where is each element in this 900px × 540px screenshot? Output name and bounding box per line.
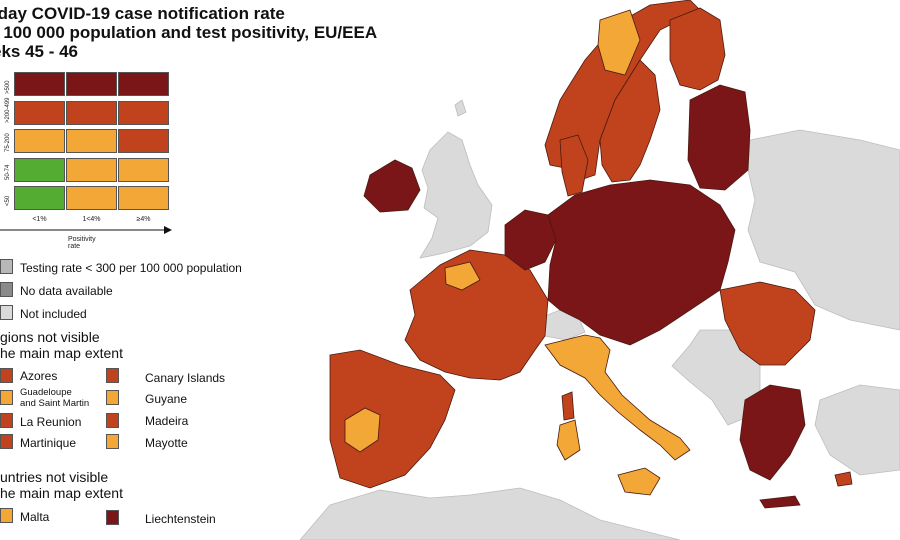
sweden <box>599 59 661 183</box>
azores-label: Azores <box>20 369 58 383</box>
madeira-label: Madeira <box>145 414 189 428</box>
matrix-cell-r0-c1 <box>66 72 117 96</box>
regions-title-line-2: he main map extent <box>0 345 123 361</box>
row-label-50-74: 50-74 <box>5 164 11 180</box>
benelux <box>504 209 557 271</box>
no-data-label: No data available <box>20 284 113 298</box>
finland <box>669 7 726 91</box>
matrix-cell-r3-c0 <box>14 157 65 182</box>
row-label-75-200: 75-200 <box>5 133 11 152</box>
guyane-swatch <box>106 390 119 405</box>
liechtenstein-swatch <box>106 510 119 525</box>
malta-label: Malta <box>20 510 50 524</box>
matrix-cell-r3-c1 <box>66 157 117 182</box>
turkey <box>814 384 900 476</box>
testing-rate-swatch <box>0 259 13 274</box>
col-label-4-plus: ≥4% <box>136 216 151 223</box>
matrix-cell-r1-c0 <box>14 100 65 125</box>
north-africa <box>299 487 681 540</box>
liechtenstein-label: Liechtenstein <box>145 512 216 526</box>
france <box>404 249 549 381</box>
guadeloupe-label-line-1: Guadeloupe <box>20 387 72 398</box>
col-label-under-1: <1% <box>32 216 47 223</box>
corsica <box>561 391 575 421</box>
title-line-1: -day COVID-19 case notification rate <box>0 4 285 23</box>
denmark <box>559 134 589 197</box>
greece <box>739 384 806 481</box>
sardinia <box>556 419 581 461</box>
sicily <box>617 467 661 496</box>
brittany-region <box>444 261 481 291</box>
uk-landmass <box>419 131 493 259</box>
row-label-200-499: >200-499 <box>5 97 11 123</box>
mayotte-swatch <box>106 434 119 449</box>
testing-rate-label: Testing rate < 300 per 100 000 populatio… <box>20 261 242 275</box>
title-line-2: r 100 000 population and test positivity… <box>0 23 378 42</box>
guadeloupe-label-line-2: and Saint Martin <box>20 398 90 409</box>
belarus-ukraine-russia <box>747 129 900 331</box>
canary-islands-swatch <box>106 368 119 383</box>
ireland <box>363 159 421 213</box>
countries-title-line-1: untries not visible <box>0 469 109 485</box>
matrix-cell-r0-c0 <box>14 72 65 96</box>
matrix-cell-r0-c2 <box>118 72 169 96</box>
matrix-cell-r4-c2 <box>118 186 169 210</box>
spain-portugal <box>329 349 456 489</box>
regions-title-line-1: gions not visible <box>0 329 100 345</box>
countries-title-line-2: he main map extent <box>0 485 123 501</box>
dark-red-areas <box>363 84 806 509</box>
romania-bulgaria <box>719 281 816 366</box>
madeira-swatch <box>106 413 119 428</box>
guadeloupe-swatch <box>0 390 13 405</box>
title-line-3: eks 45 - 46 <box>0 42 79 61</box>
matrix-cell-r1-c1 <box>66 100 117 125</box>
baltics <box>687 84 751 191</box>
col-label-1-4: 1<4% <box>82 216 101 223</box>
not-included-areas <box>299 99 900 540</box>
la-reunion-swatch <box>0 413 13 428</box>
orange-areas <box>344 9 691 496</box>
germany-central-europe <box>547 179 736 346</box>
row-label-500: >500 <box>5 80 11 94</box>
matrix-cell-r2-c1 <box>66 129 117 153</box>
crete <box>759 495 801 509</box>
martinique-label: Martinique <box>20 436 77 450</box>
matrix-cell-r2-c0 <box>14 129 65 153</box>
not-included-swatch <box>0 305 13 320</box>
mayotte-label: Mayotte <box>145 436 188 450</box>
red-orange-areas <box>329 0 853 489</box>
guyane-label: Guyane <box>145 392 188 406</box>
martinique-swatch <box>0 434 13 449</box>
no-data-swatch <box>0 282 13 297</box>
malta-swatch <box>0 508 13 523</box>
italy <box>544 334 691 461</box>
la-reunion-label: La Reunion <box>20 415 82 429</box>
not-included-label: Not included <box>20 307 87 321</box>
cyprus <box>834 471 853 487</box>
matrix-cell-r3-c2 <box>118 157 169 182</box>
matrix-cell-r2-c2 <box>118 129 169 153</box>
azores-swatch <box>0 368 13 383</box>
canary-islands-label: Canary Islands <box>145 371 226 385</box>
matrix-cell-r1-c2 <box>118 100 169 125</box>
positivity-axis-title: Positivity rate <box>68 236 96 250</box>
central-spain-region <box>344 407 381 453</box>
matrix-cell-r4-c1 <box>66 186 117 210</box>
shetland-islands <box>454 99 467 117</box>
row-label-under-50: <50 <box>5 195 11 206</box>
matrix-cell-r4-c0 <box>14 186 65 210</box>
positivity-axis-arrow <box>0 226 172 234</box>
south-sweden-region <box>597 9 641 76</box>
